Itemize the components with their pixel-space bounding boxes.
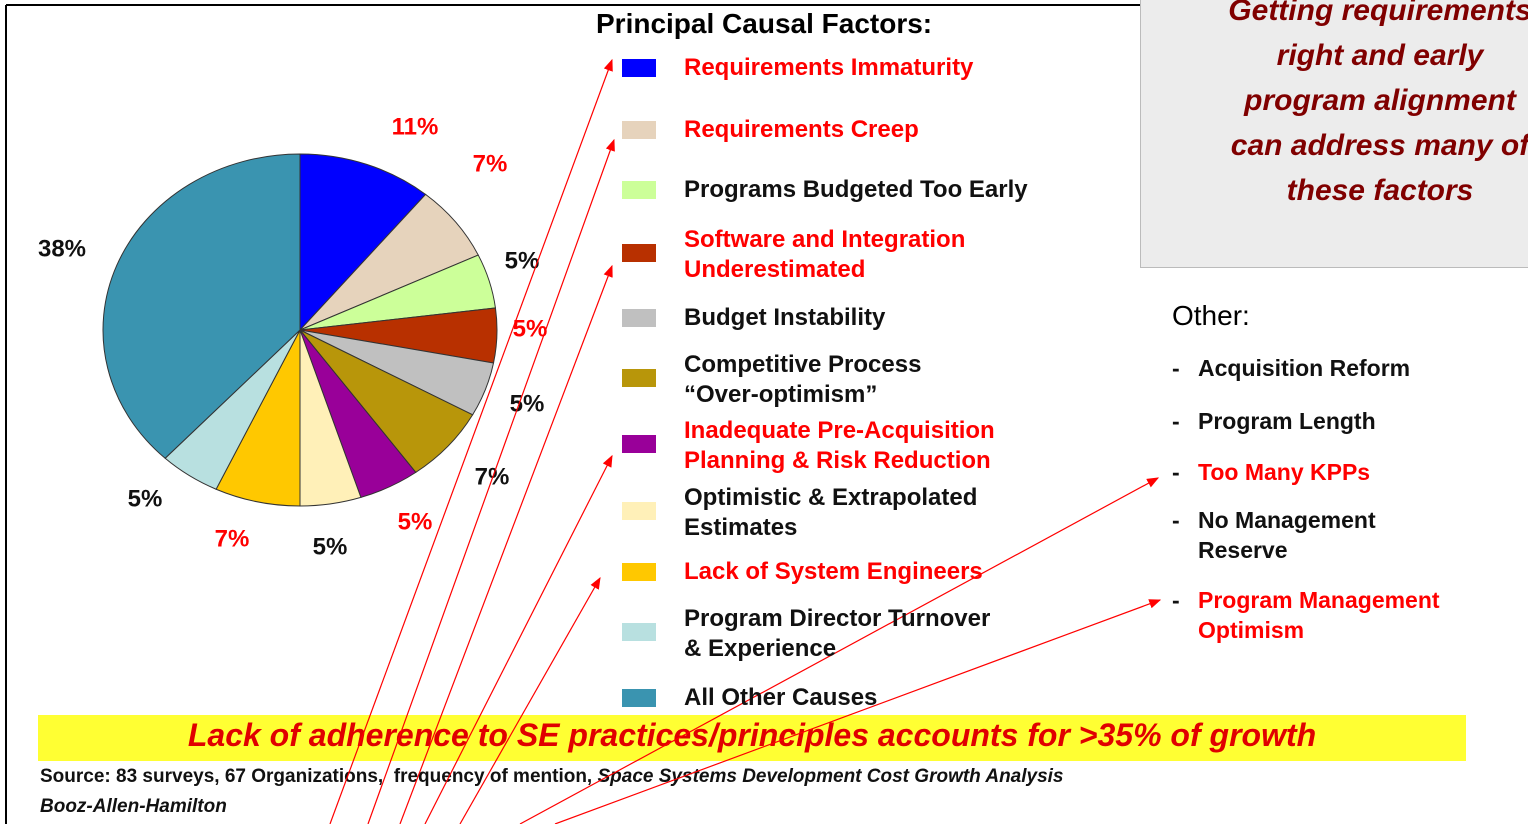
value-label: 5% [510, 390, 545, 417]
legend-swatch [622, 623, 656, 641]
other-title: Other: [1172, 300, 1250, 331]
legend-swatch [622, 502, 656, 520]
other-item: Program Management Optimism [1198, 587, 1440, 643]
other-bullet: - [1172, 587, 1180, 613]
other-item: No Management Reserve [1198, 507, 1376, 563]
legend-swatch [622, 369, 656, 387]
callout-box [1140, 0, 1528, 268]
legend-swatch [622, 689, 656, 707]
other-item: Acquisition Reform [1198, 355, 1411, 381]
source-author: Booz-Allen-Hamilton [40, 796, 227, 817]
legend-label: Budget Instability [684, 304, 886, 331]
source-text: Source: 83 surveys, 67 Organizations, fr… [40, 766, 598, 787]
value-label: 11% [392, 113, 439, 140]
legend-swatch [622, 435, 656, 453]
other-bullet: - [1172, 507, 1180, 533]
value-label: 38% [38, 235, 86, 262]
legend-swatch [622, 59, 656, 77]
other-item: Program Length [1198, 408, 1376, 434]
callout-text: Getting requirements right and early pro… [1228, 0, 1528, 207]
legend-swatch [622, 563, 656, 581]
legend-label: Lack of System Engineers [684, 558, 983, 585]
legend-label: Requirements Creep [684, 116, 919, 143]
legend-label: Inadequate Pre-Acquisition Planning & Ri… [684, 417, 995, 474]
legend-title: Principal Causal Factors: [596, 8, 933, 39]
value-label: 5% [513, 315, 548, 342]
legend-label: Competitive Process “Over-optimism” [684, 351, 922, 408]
legend-label: Software and Integration Underestimated [684, 226, 966, 283]
value-label: 7% [475, 463, 510, 490]
legend-label: All Other Causes [684, 684, 878, 711]
value-label: 5% [505, 247, 540, 274]
legend-swatch [622, 181, 656, 199]
other-bullet: - [1172, 459, 1180, 485]
value-label: 7% [473, 150, 508, 177]
other-item: Too Many KPPs [1198, 459, 1371, 485]
legend-label: Program Director Turnover & Experience [684, 605, 991, 662]
legend-swatch [622, 244, 656, 262]
source-study: Space Systems Development Cost Growth An… [597, 766, 1064, 787]
value-label: 5% [313, 533, 348, 560]
legend-label: Programs Budgeted Too Early [684, 176, 1028, 203]
banner-text: Lack of adherence to SE practices/princi… [187, 717, 1317, 753]
legend-label: Optimistic & Extrapolated Estimates [684, 484, 978, 541]
source: Source: 83 surveys, 67 Organizations, fr… [40, 766, 1064, 788]
value-label: 7% [215, 525, 250, 552]
pie-slice [102, 153, 301, 459]
other-bullet: - [1172, 408, 1180, 434]
legend-label: Requirements Immaturity [684, 54, 974, 81]
other-bullet: - [1172, 355, 1180, 381]
legend-swatch [622, 309, 656, 327]
legend-swatch [622, 121, 656, 139]
value-label: 5% [398, 508, 433, 535]
value-label: 5% [128, 485, 163, 512]
